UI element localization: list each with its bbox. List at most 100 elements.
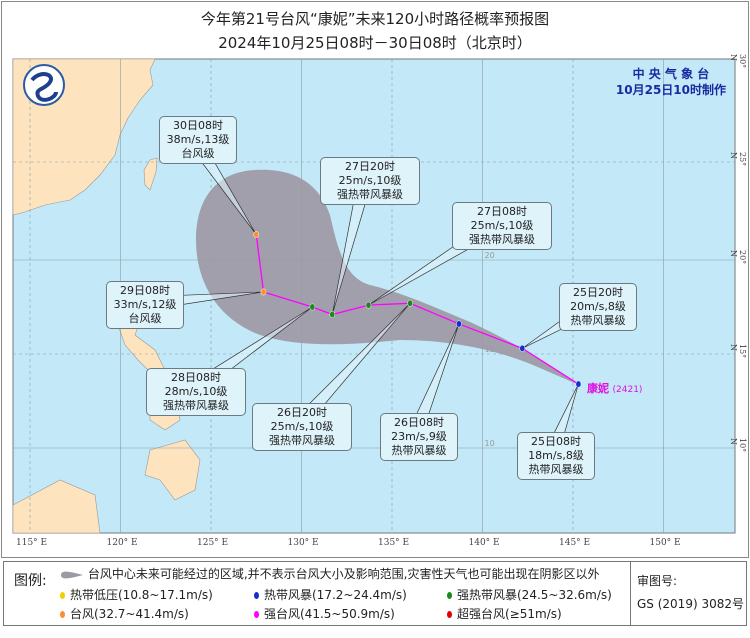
inner-lat-label: 20 <box>485 251 495 260</box>
callout-level: 热带风暴级 <box>391 444 447 457</box>
cone-swatch-icon <box>61 571 83 578</box>
lon-label: 150° E <box>649 538 681 548</box>
callout-time: 26日08时 <box>394 416 444 429</box>
lat-label: 25° N <box>729 152 747 167</box>
lon-label: 120° E <box>106 538 138 548</box>
callout-time: 30日08时 <box>173 119 223 132</box>
callout-wind: 25m/s,10级 <box>338 174 402 187</box>
lon-label: 115° E <box>16 538 48 548</box>
legend-item: 热带低压(10.8~17.1m/s) <box>60 586 213 603</box>
lon-label: 125° E <box>197 538 229 548</box>
callout-time: 27日08时 <box>477 205 527 218</box>
forecast-callout: 26日08时 23m/s,9级 热带风暴级 <box>380 413 458 461</box>
forecast-point-tropical-storm[interactable] <box>575 380 582 388</box>
lon-label: 140° E <box>468 538 500 548</box>
callout-wind: 28m/s,10级 <box>164 385 228 398</box>
callout-time: 26日20时 <box>277 406 327 419</box>
forecast-point-severe-tropical-storm[interactable] <box>365 301 372 309</box>
legend-dot-icon <box>60 611 65 618</box>
legend-dot-icon <box>447 592 452 599</box>
lon-label: 135° E <box>378 538 410 548</box>
lon-label: 130° E <box>287 538 319 548</box>
callout-level: 热带风暴级 <box>528 463 584 476</box>
callout-wind: 18m/s,8级 <box>528 449 584 462</box>
approval-box: 审图号: GS (2019) 3082号 <box>630 562 747 625</box>
legend-dot-icon <box>447 611 452 618</box>
forecast-point-severe-tropical-storm[interactable] <box>309 303 316 311</box>
forecast-callout: 29日08时 33m/s,12级 台风级 <box>106 281 184 329</box>
lat-label: 20° N <box>729 250 747 265</box>
legend-title: 图例: <box>14 573 47 589</box>
inner-lat-label: 10 <box>485 439 495 448</box>
logo-cma <box>23 64 65 106</box>
callout-wind: 25m/s,10级 <box>270 420 334 433</box>
lon-label: 145° E <box>559 538 591 548</box>
callout-level: 强热带风暴级 <box>469 233 535 246</box>
lat-label: 10° N <box>729 438 747 453</box>
forecast-points <box>253 231 582 388</box>
issue-time: 10月25日10时制作 <box>615 83 726 97</box>
forecast-point-typhoon[interactable] <box>253 231 260 238</box>
legend-cone-item: 台风中心未来可能经过的区域,并不表示台风大小及影响范围,灾害性天气也可能出现在阴… <box>60 565 599 582</box>
legend-label: 热带低压(10.8~17.1m/s) <box>70 588 213 602</box>
typhoon-code: (2421) <box>612 385 643 395</box>
probability-cone <box>196 169 579 385</box>
forecast-callout: 28日08时 28m/s,10级 强热带风暴级 <box>146 368 246 416</box>
lat-label: 30° N <box>729 54 747 69</box>
mindanao <box>144 439 201 501</box>
callout-wind: 38m/s,13级 <box>166 133 230 146</box>
callout-wind: 33m/s,12级 <box>113 298 177 311</box>
callout-time: 29日08时 <box>120 284 170 297</box>
forecast-point-tropical-storm[interactable] <box>456 320 462 328</box>
approval-label: 审图号: <box>637 574 678 588</box>
legend-dot-icon <box>254 611 259 618</box>
legend-label: 台风(32.7~41.4m/s) <box>70 607 189 621</box>
typhoon-name-label: 康妮 (2421) <box>587 380 642 396</box>
legend-item: 强台风(41.5~50.9m/s) <box>254 605 395 622</box>
forecast-callout: 27日08时 25m/s,10级 强热带风暴级 <box>452 202 552 250</box>
callout-level: 强热带风暴级 <box>163 399 229 412</box>
callout-wind: 23m/s,9级 <box>391 430 447 443</box>
lat-label: 15° N <box>729 344 747 359</box>
legend-cone-text: 台风中心未来可能经过的区域,并不表示台风大小及影响范围,灾害性天气也可能出现在阴… <box>87 567 600 581</box>
callout-level: 台风级 <box>181 147 215 160</box>
callout-time: 27日20时 <box>345 160 395 173</box>
legend-label: 热带风暴(17.2~24.4m/s) <box>264 588 407 602</box>
forecast-callout: 27日20时 25m/s,10级 强热带风暴级 <box>320 157 420 205</box>
legend-item: 热带风暴(17.2~24.4m/s) <box>254 586 407 603</box>
forecast-point-typhoon[interactable] <box>260 288 267 296</box>
outer-frame <box>1 1 749 558</box>
callout-time: 25日20时 <box>573 286 623 299</box>
callout-time: 25日08时 <box>531 435 581 448</box>
taiwan <box>143 157 158 191</box>
callout-level: 台风级 <box>128 312 162 325</box>
agency-name: 中 央 气 象 台 <box>632 67 710 81</box>
callout-wind: 20m/s,8级 <box>570 300 626 313</box>
agency-stamp: 中 央 气 象 台 10月25日10时制作 <box>616 66 726 98</box>
forecast-point-tropical-storm[interactable] <box>519 344 526 352</box>
borneo <box>12 479 101 534</box>
forecast-point-severe-tropical-storm[interactable] <box>407 299 413 307</box>
forecast-callout: 30日08时 38m/s,13级 台风级 <box>159 116 237 164</box>
legend: 图例: 台风中心未来可能经过的区域,并不表示台风大小及影响范围,灾害性天气也可能… <box>3 561 747 626</box>
forecast-callout: 25日08时 18m/s,8级 热带风暴级 <box>517 432 595 480</box>
callout-level: 热带风暴级 <box>570 314 626 327</box>
legend-item: 强热带风暴(24.5~32.6m/s) <box>447 586 612 603</box>
approval-number: GS (2019) 3082号 <box>637 597 744 611</box>
forecast-callout: 26日20时 25m/s,10级 强热带风暴级 <box>252 403 352 451</box>
legend-item: 台风(32.7~41.4m/s) <box>60 605 189 622</box>
forecast-point-severe-tropical-storm[interactable] <box>329 311 336 318</box>
callout-wind: 25m/s,10级 <box>470 219 534 232</box>
callout-time: 28日08时 <box>171 371 221 384</box>
legend-dot-icon <box>60 592 65 599</box>
map-title: 今年第21号台风“康妮”未来120小时路径概率预报图 <box>200 10 550 28</box>
legend-label: 超强台风(≥51m/s) <box>457 607 562 621</box>
legend-item: 超强台风(≥51m/s) <box>447 605 562 622</box>
legend-label: 强台风(41.5~50.9m/s) <box>264 607 395 621</box>
callout-level: 强热带风暴级 <box>337 188 403 201</box>
callout-level: 强热带风暴级 <box>269 434 335 447</box>
legend-dot-icon <box>254 592 259 599</box>
legend-label: 强热带风暴(24.5~32.6m/s) <box>457 588 612 602</box>
map-subtitle: 2024年10月25日08时－30日08时（北京时） <box>218 34 532 52</box>
